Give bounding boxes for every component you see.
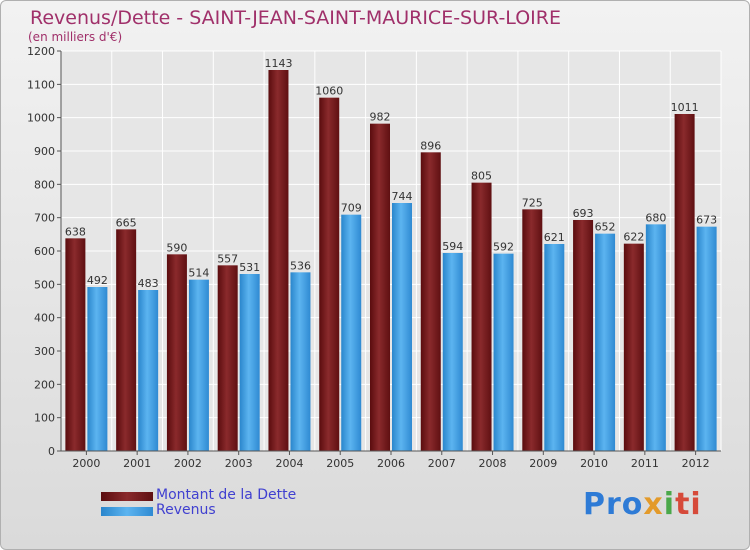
logo-part-x: x xyxy=(643,487,664,522)
grid xyxy=(60,50,722,452)
logo-part-i: i xyxy=(663,487,676,522)
bar-dette xyxy=(573,220,594,451)
bar-revenus xyxy=(442,253,463,451)
data-label: 590 xyxy=(166,241,187,254)
data-label: 982 xyxy=(370,111,391,124)
bar-dette xyxy=(116,229,137,451)
data-label: 557 xyxy=(217,252,238,265)
logo-part-ti: ti xyxy=(675,487,702,522)
x-tick-label: 2009 xyxy=(529,457,557,470)
bar-dette xyxy=(319,97,340,452)
bar-dette xyxy=(420,152,441,452)
bar-dette xyxy=(623,243,644,451)
y-tick-label: 900 xyxy=(34,145,55,158)
data-label: 621 xyxy=(544,231,565,244)
bar-dette xyxy=(166,254,187,451)
y-tick-label: 700 xyxy=(34,212,55,225)
y-tick-label: 500 xyxy=(34,278,55,291)
data-label: 665 xyxy=(116,216,137,229)
x-tick-label: 2012 xyxy=(682,457,710,470)
data-label: 896 xyxy=(420,139,441,152)
y-tick-label: 1200 xyxy=(27,45,55,58)
y-tick-label: 1000 xyxy=(27,112,55,125)
data-label: 744 xyxy=(392,190,413,203)
bar-revenus xyxy=(595,233,616,451)
data-label: 638 xyxy=(65,225,86,238)
logo-part-pro: Pro xyxy=(583,487,644,522)
data-label: 592 xyxy=(493,241,514,254)
data-label: 536 xyxy=(290,259,311,272)
legend-label-dette: Montant de la Dette xyxy=(156,487,297,503)
bar-revenus xyxy=(138,290,159,451)
x-tick-label: 2010 xyxy=(580,457,608,470)
y-tick-label: 800 xyxy=(34,178,55,191)
bar-dette xyxy=(370,123,390,452)
x-tick-label: 2005 xyxy=(326,457,354,470)
bar-dette xyxy=(522,209,543,451)
x-tick-label: 2011 xyxy=(631,457,659,470)
axes: 0 100 200 300 400 500 600 700 800 900 1000 1100 1200… xyxy=(27,45,721,470)
bar-dette xyxy=(217,265,238,451)
chart-subtitle: (en milliers d'€) xyxy=(28,30,123,44)
data-label: 594 xyxy=(442,240,463,253)
legend-swatch-revenus xyxy=(101,507,153,516)
data-label: 652 xyxy=(595,221,616,234)
data-label: 693 xyxy=(573,207,594,220)
data-label: 680 xyxy=(645,211,666,224)
data-label: 805 xyxy=(471,170,492,183)
x-tick-label: 2000 xyxy=(72,457,100,470)
proxiti-logo: Proxiti xyxy=(583,487,702,522)
bar-dette xyxy=(674,114,695,451)
x-tick-label: 2006 xyxy=(377,457,405,470)
bar-revenus xyxy=(493,253,514,451)
y-tick-label: 1100 xyxy=(27,78,55,91)
data-label: 1143 xyxy=(264,57,292,70)
bar-revenus xyxy=(87,287,108,451)
data-label: 673 xyxy=(696,214,717,227)
x-tick-label: 2004 xyxy=(275,457,303,470)
x-tick-label: 2007 xyxy=(428,457,456,470)
y-tick-label: 200 xyxy=(34,378,55,391)
bar-revenus xyxy=(188,279,209,451)
data-label: 514 xyxy=(188,267,209,280)
y-tick-label: 100 xyxy=(34,412,55,425)
bar-dette xyxy=(65,238,86,451)
bar-revenus xyxy=(696,226,717,451)
data-label: 531 xyxy=(239,261,260,274)
bar-revenus xyxy=(645,224,666,451)
data-label: 725 xyxy=(522,196,543,209)
y-tick-label: 0 xyxy=(48,445,55,458)
data-label: 622 xyxy=(623,231,644,244)
legend-label-revenus: Revenus xyxy=(156,502,216,518)
data-label: 483 xyxy=(138,277,159,290)
data-label: 709 xyxy=(341,202,362,215)
bar-revenus xyxy=(544,244,565,451)
x-tick-label: 2008 xyxy=(479,457,507,470)
legend-swatch-dette xyxy=(101,492,153,501)
bar-revenus xyxy=(239,274,260,451)
x-tick-label: 2003 xyxy=(225,457,253,470)
bar-revenus xyxy=(392,203,412,451)
y-tick-label: 600 xyxy=(34,245,55,258)
x-tick-label: 2002 xyxy=(174,457,202,470)
bar-dette xyxy=(268,70,289,451)
y-tick-label: 300 xyxy=(34,345,55,358)
bar-revenus xyxy=(341,214,362,451)
chart-title: Revenus/Dette - SAINT-JEAN-SAINT-MAURICE… xyxy=(30,7,561,29)
data-label: 492 xyxy=(87,274,108,287)
data-label: 1011 xyxy=(671,101,699,114)
bars xyxy=(65,70,717,452)
y-tick-label: 400 xyxy=(34,312,55,325)
bar-dette xyxy=(471,182,492,451)
x-tick-label: 2001 xyxy=(123,457,151,470)
bar-revenus xyxy=(290,272,311,451)
data-label: 1060 xyxy=(315,85,343,98)
